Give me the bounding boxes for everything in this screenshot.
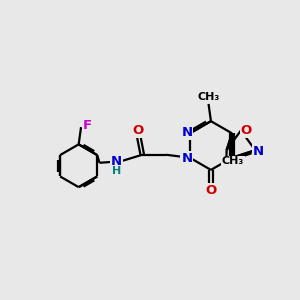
Text: N: N [253, 145, 264, 158]
Text: H: H [112, 166, 121, 176]
Text: O: O [205, 184, 217, 197]
Text: N: N [111, 155, 122, 168]
Text: O: O [241, 124, 252, 137]
Text: O: O [133, 124, 144, 137]
Text: CH₃: CH₃ [222, 157, 244, 166]
Text: N: N [181, 152, 192, 165]
Text: N: N [181, 126, 192, 139]
Text: CH₃: CH₃ [197, 92, 220, 102]
Text: F: F [83, 119, 92, 132]
